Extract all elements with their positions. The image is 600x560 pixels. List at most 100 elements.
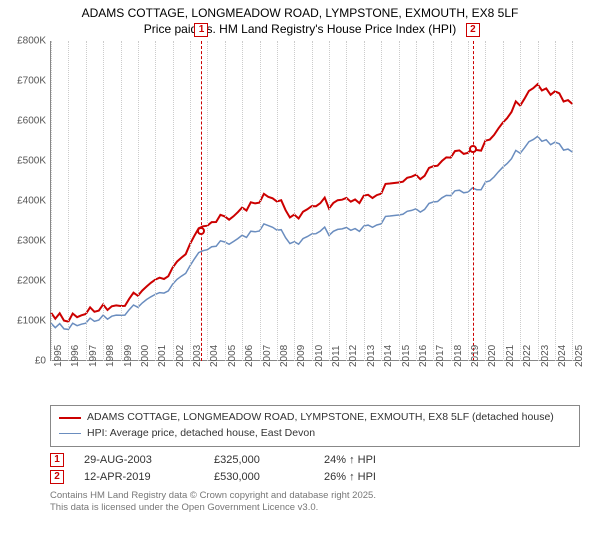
title-line-2: Price paid vs. HM Land Registry's House …: [144, 22, 456, 36]
gridline: [294, 41, 295, 361]
x-tick-label: 2025: [574, 345, 585, 367]
sale-marker-line: [473, 41, 474, 361]
x-tick-label: 2007: [262, 345, 273, 367]
y-axis: £0£100K£200K£300K£400K£500K£600K£700K£80…: [10, 41, 50, 361]
x-tick-label: 2012: [348, 345, 359, 367]
legend-label-property: ADAMS COTTAGE, LONGMEADOW ROAD, LYMPSTON…: [87, 410, 554, 426]
legend-item-hpi: HPI: Average price, detached house, East…: [59, 426, 571, 442]
gridline: [155, 41, 156, 361]
plot-svg: [51, 41, 581, 361]
x-tick-label: 1997: [88, 345, 99, 367]
x-tick-label: 1999: [123, 345, 134, 367]
gridline: [277, 41, 278, 361]
gridline: [86, 41, 87, 361]
y-tick-label: £200K: [17, 276, 46, 287]
x-tick-label: 2021: [505, 345, 516, 367]
x-tick-label: 2008: [279, 345, 290, 367]
gridline: [138, 41, 139, 361]
sales-list: 129-AUG-2003£325,00024% ↑ HPI212-APR-201…: [10, 453, 590, 484]
gridline: [346, 41, 347, 361]
x-tick-label: 2002: [175, 345, 186, 367]
gridline: [572, 41, 573, 361]
x-tick-label: 2013: [366, 345, 377, 367]
x-tick-label: 2023: [540, 345, 551, 367]
sale-marker-line: [201, 41, 202, 361]
plot-area: 12: [50, 41, 580, 361]
gridline: [68, 41, 69, 361]
x-tick-label: 2010: [314, 345, 325, 367]
x-axis: 1995199619971998199920002001200220032004…: [50, 361, 580, 401]
gridline: [416, 41, 417, 361]
x-tick-label: 1995: [53, 345, 64, 367]
sale-price: £325,000: [214, 454, 304, 466]
sale-marker-number: 1: [194, 23, 208, 37]
chart-container: ADAMS COTTAGE, LONGMEADOW ROAD, LYMPSTON…: [0, 0, 600, 560]
x-tick-label: 2018: [453, 345, 464, 367]
gridline: [242, 41, 243, 361]
y-tick-label: £400K: [17, 196, 46, 207]
sale-date: 29-AUG-2003: [84, 454, 194, 466]
gridline: [485, 41, 486, 361]
x-tick-label: 2014: [383, 345, 394, 367]
x-tick-label: 1998: [105, 345, 116, 367]
sale-number: 1: [50, 453, 64, 467]
gridline: [468, 41, 469, 361]
title-line-1: ADAMS COTTAGE, LONGMEADOW ROAD, LYMPSTON…: [82, 6, 519, 20]
chart-area: £0£100K£200K£300K£400K£500K£600K£700K£80…: [10, 41, 590, 401]
x-tick-label: 2005: [227, 345, 238, 367]
x-tick-label: 2024: [557, 345, 568, 367]
x-tick-label: 2003: [192, 345, 203, 367]
gridline: [121, 41, 122, 361]
gridline: [173, 41, 174, 361]
y-tick-label: £600K: [17, 116, 46, 127]
x-tick-label: 2006: [244, 345, 255, 367]
gridline: [451, 41, 452, 361]
gridline: [190, 41, 191, 361]
gridline: [555, 41, 556, 361]
gridline: [433, 41, 434, 361]
sale-pct: 26% ↑ HPI: [324, 471, 444, 483]
x-tick-label: 1996: [70, 345, 81, 367]
sale-pct: 24% ↑ HPI: [324, 454, 444, 466]
x-tick-label: 2004: [209, 345, 220, 367]
gridline: [538, 41, 539, 361]
footer-line-2: This data is licensed under the Open Gov…: [50, 502, 318, 513]
y-tick-label: £0: [35, 356, 46, 367]
gridline: [381, 41, 382, 361]
y-tick-label: £100K: [17, 316, 46, 327]
gridline: [103, 41, 104, 361]
sale-price: £530,000: [214, 471, 304, 483]
x-tick-label: 2020: [487, 345, 498, 367]
gridline: [503, 41, 504, 361]
legend: ADAMS COTTAGE, LONGMEADOW ROAD, LYMPSTON…: [50, 405, 580, 447]
gridline: [312, 41, 313, 361]
sale-marker-dot: [197, 227, 205, 235]
sale-marker-dot: [469, 145, 477, 153]
legend-item-property: ADAMS COTTAGE, LONGMEADOW ROAD, LYMPSTON…: [59, 410, 571, 426]
gridline: [225, 41, 226, 361]
gridline: [51, 41, 52, 361]
gridline: [520, 41, 521, 361]
x-tick-label: 2017: [435, 345, 446, 367]
sale-date: 12-APR-2019: [84, 471, 194, 483]
gridline: [260, 41, 261, 361]
x-tick-label: 2015: [401, 345, 412, 367]
y-tick-label: £800K: [17, 36, 46, 47]
gridline: [329, 41, 330, 361]
x-tick-label: 2001: [157, 345, 168, 367]
sale-row: 1 29-AUG-2003 £325,000 24% ↑ HPI: [50, 453, 590, 467]
y-tick-label: £700K: [17, 76, 46, 87]
gridline: [399, 41, 400, 361]
footer: Contains HM Land Registry data © Crown c…: [50, 490, 590, 515]
legend-label-hpi: HPI: Average price, detached house, East…: [87, 426, 315, 442]
x-tick-label: 2019: [470, 345, 481, 367]
x-tick-label: 2016: [418, 345, 429, 367]
legend-swatch-property: [59, 417, 81, 419]
gridline: [207, 41, 208, 361]
gridline: [364, 41, 365, 361]
chart-title: ADAMS COTTAGE, LONGMEADOW ROAD, LYMPSTON…: [10, 6, 590, 37]
x-tick-label: 2009: [296, 345, 307, 367]
legend-swatch-hpi: [59, 433, 81, 434]
x-tick-label: 2000: [140, 345, 151, 367]
x-tick-label: 2011: [331, 346, 342, 368]
